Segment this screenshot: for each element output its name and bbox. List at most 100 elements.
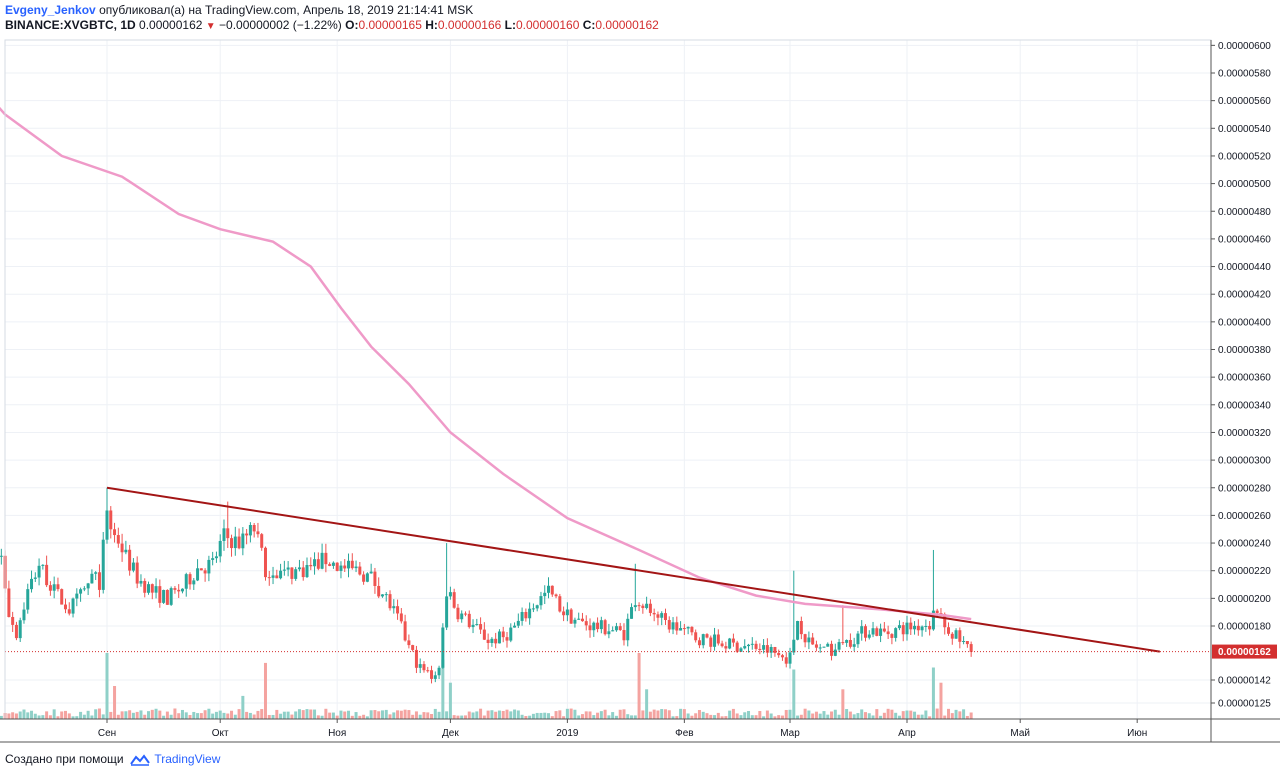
volume-bar xyxy=(396,710,400,719)
candle-body xyxy=(913,625,917,630)
candle-body xyxy=(414,649,418,668)
volume-bar xyxy=(573,709,577,719)
candle-body xyxy=(856,633,860,645)
volume-bar xyxy=(377,711,381,719)
candle-body xyxy=(928,625,932,630)
candle-body xyxy=(743,646,747,649)
volume-bar xyxy=(94,709,98,719)
y-tick-label: 0.00000560 xyxy=(1218,96,1271,107)
candle-body xyxy=(248,525,252,536)
volume-bar xyxy=(724,716,728,719)
candle-body xyxy=(456,607,460,620)
volume-bar xyxy=(154,708,158,719)
x-tick-label: Сен xyxy=(98,728,116,739)
volume-bar xyxy=(694,713,698,719)
volume-bar xyxy=(913,711,917,719)
volume-bar xyxy=(67,713,71,719)
volume-bar xyxy=(297,709,301,719)
x-tick-label: Мар xyxy=(780,728,800,739)
volume-bar xyxy=(494,711,498,719)
volume-bar xyxy=(260,709,264,719)
y-tick-label: 0.00000220 xyxy=(1218,566,1271,577)
volume-bar xyxy=(833,709,837,719)
candle-body xyxy=(516,620,520,626)
candle-body xyxy=(599,620,603,630)
volume-bar xyxy=(392,712,396,719)
volume-bar xyxy=(490,710,494,719)
volume-bar xyxy=(56,716,60,719)
volume-bar xyxy=(279,713,283,719)
candle-body xyxy=(935,610,939,614)
candle-body xyxy=(113,529,117,536)
candle-body xyxy=(316,559,320,569)
volume-bar xyxy=(113,686,117,719)
volume-bar xyxy=(867,713,871,719)
author-link[interactable]: Evgeny_Jenkov xyxy=(5,3,96,17)
candle-body xyxy=(547,585,551,593)
candle-body xyxy=(188,574,192,585)
volume-bar xyxy=(630,715,634,719)
candle-body xyxy=(63,604,67,610)
volume-bar xyxy=(969,712,973,719)
candle-body xyxy=(33,577,37,579)
volume-bar xyxy=(165,711,169,719)
candle-body xyxy=(622,630,626,641)
tradingview-link[interactable]: TradingView xyxy=(154,752,221,766)
y-tick-label: 0.00000400 xyxy=(1218,317,1271,328)
candle-body xyxy=(645,603,649,609)
y-tick-label: 0.00000240 xyxy=(1218,539,1271,550)
volume-bar xyxy=(592,715,596,719)
candle-body xyxy=(958,630,962,642)
volume-bar xyxy=(162,715,166,719)
volume-bar xyxy=(486,710,490,719)
volume-bar xyxy=(479,708,483,719)
volume-bar xyxy=(388,714,392,719)
candle-body xyxy=(962,641,966,643)
volume-bar xyxy=(169,714,173,719)
candle-body xyxy=(494,638,498,644)
candle-body xyxy=(97,572,101,590)
volume-bar xyxy=(905,710,909,719)
candle-body xyxy=(418,664,422,668)
candle-body xyxy=(901,625,905,635)
volume-bar xyxy=(879,715,883,719)
candle-body xyxy=(826,643,830,647)
volume-bar xyxy=(697,710,701,719)
candle-body xyxy=(388,594,392,609)
candle-body xyxy=(641,605,645,609)
candle-body xyxy=(524,612,528,619)
candle-body xyxy=(320,552,324,569)
low-label: L: xyxy=(504,18,516,32)
candle-body xyxy=(128,549,132,571)
candle-body xyxy=(22,609,26,621)
candle-body xyxy=(592,622,596,631)
candle-body xyxy=(335,562,339,571)
volume-bar xyxy=(656,710,660,719)
volume-bar xyxy=(252,714,256,719)
volume-bar xyxy=(588,711,592,719)
volume-bar xyxy=(701,711,705,719)
candle-body xyxy=(150,584,154,593)
volume-bar xyxy=(690,715,694,719)
candle-body xyxy=(467,613,471,628)
volume-bar xyxy=(173,708,177,719)
volume-bar xyxy=(826,714,830,719)
publish-info: Evgeny_Jenkov опубликовал(а) на TradingV… xyxy=(5,3,473,18)
candle-body xyxy=(354,566,358,569)
volume-bar xyxy=(237,709,241,719)
candle-body xyxy=(203,570,207,574)
x-tick-label: 2019 xyxy=(556,728,579,739)
candle-body xyxy=(384,594,388,596)
candle-body xyxy=(218,540,222,557)
volume-bar xyxy=(407,710,411,719)
symbol-legend: BINANCE:XVGBTC, 1D 0.00000162 ▼ −0.00000… xyxy=(5,18,659,34)
candle-body xyxy=(241,533,245,549)
volume-bar xyxy=(784,709,788,719)
candle-body xyxy=(841,642,845,644)
candle-body xyxy=(407,640,411,646)
volume-bar xyxy=(622,709,626,719)
candle-body xyxy=(199,568,203,571)
volume-bar xyxy=(301,710,305,719)
volume-bar xyxy=(596,712,600,719)
